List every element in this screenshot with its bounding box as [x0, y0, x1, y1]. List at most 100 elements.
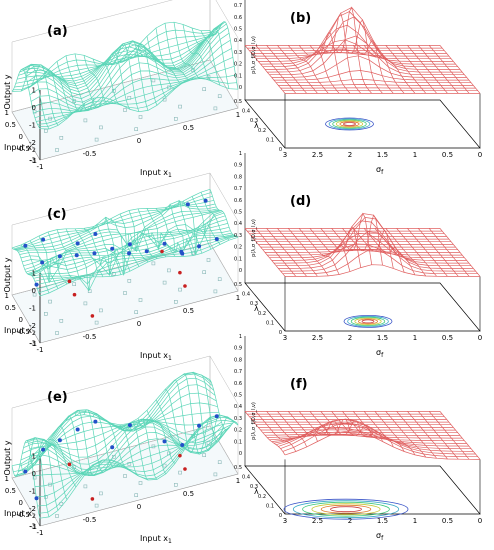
input-square-marker	[213, 472, 218, 477]
input-square-marker	[213, 289, 218, 294]
input-square-marker	[94, 137, 99, 142]
z-tick-label: 0.5	[234, 210, 242, 216]
input-square-marker	[138, 481, 143, 485]
z-tick-label: 1	[32, 270, 36, 278]
x-tick-label: 0	[478, 517, 482, 525]
x-axis-label: σf	[376, 531, 384, 542]
surface-mesh-line	[309, 228, 351, 272]
input-square-marker	[213, 106, 218, 111]
observation-point	[93, 231, 98, 236]
contour-line	[350, 316, 386, 326]
y-tick-label: -1	[30, 157, 37, 165]
y-tick-label: 0.1	[266, 137, 274, 143]
surface-mesh-line	[342, 19, 383, 94]
surface-mesh-line	[266, 228, 307, 277]
x-tick-label: 3	[283, 151, 287, 159]
z-tick-label: 0.8	[234, 174, 242, 180]
surface-mesh-line	[65, 55, 95, 112]
surface-mesh-line	[83, 55, 113, 105]
surface-mesh-line	[56, 61, 86, 113]
floor-plane	[11, 59, 239, 161]
surface-mesh-line	[244, 228, 286, 277]
contour-line	[332, 119, 367, 129]
input-square-marker	[178, 470, 182, 475]
input-square-marker	[59, 318, 64, 323]
z-tick-label: 0.2	[234, 428, 242, 434]
z-tick-label: 0.9	[234, 346, 242, 352]
input-square-marker	[206, 75, 211, 79]
x-tick-label: 2	[348, 151, 352, 159]
input-square-marker	[202, 453, 206, 458]
x-tick-label: 0	[137, 503, 141, 511]
x-tick-label: 1	[236, 111, 240, 119]
contour-line	[343, 122, 356, 126]
input-square-marker	[99, 308, 103, 313]
y-tick-label: 0.1	[266, 503, 274, 509]
z-axis-label: p(λ,σ_f|D,σ_l,ν)	[251, 402, 257, 440]
observation-point-red	[183, 284, 187, 288]
z-tick-label: 0.6	[234, 198, 242, 204]
surface-mesh-line	[298, 228, 340, 275]
x-tick-label: -0.5	[83, 150, 97, 158]
observation-point	[214, 414, 219, 419]
panel-label: (b)	[290, 11, 311, 26]
surface-mesh-line	[146, 36, 176, 90]
x-tick-label: 0.5	[183, 124, 194, 132]
x-tick-label: 1	[236, 294, 240, 302]
surface-mesh-line	[266, 45, 307, 94]
contour-line	[361, 319, 375, 324]
input-square-marker	[72, 282, 76, 287]
surface-mesh-line	[74, 53, 104, 108]
surface-mesh-line	[56, 426, 86, 475]
surface-mesh-line	[244, 411, 286, 456]
surface-mesh-line	[363, 228, 405, 273]
y-tick-label: 0.3	[250, 301, 258, 307]
z-tick-label: -3	[29, 523, 36, 531]
surface-mesh-line	[47, 231, 77, 281]
surface-mesh-line	[119, 40, 149, 111]
surface-mesh-line	[298, 411, 340, 436]
z-tick-label: -2	[29, 505, 36, 513]
z-tick-label: 1	[239, 334, 242, 340]
x-tick-label: 0.5	[442, 517, 453, 525]
chart-panel-6: 10.90.80.70.60.50.40.30.20.103 2.5 2 1.5 1 0.…	[234, 334, 482, 542]
observation-point	[93, 419, 98, 424]
chart-panel-2: 10.90.80.70.60.50.40.30.20.1032.521.510.…	[234, 0, 482, 176]
observation-point	[127, 423, 132, 428]
y-tick-label: 0.5	[234, 465, 242, 471]
z-tick-label: -2	[29, 322, 36, 330]
observation-point	[179, 249, 184, 254]
surface-mesh-line	[255, 45, 297, 94]
x-tick-label: 0.5	[442, 151, 453, 159]
surface-mesh-line	[407, 45, 448, 94]
observation-point	[144, 249, 149, 254]
surface-mesh-line	[119, 421, 149, 481]
observation-point	[57, 438, 62, 443]
observation-point	[197, 244, 202, 249]
contour-line	[339, 121, 360, 127]
floor-plane	[244, 282, 481, 332]
surface-mesh-line	[428, 228, 470, 277]
observation-point	[23, 469, 28, 474]
panel-label: (a)	[47, 24, 68, 39]
surface-mesh-line	[342, 411, 383, 442]
surface-mesh-line	[439, 411, 481, 460]
y-tick-label: 0	[279, 513, 282, 519]
z-axis-label: p(λ,σ_f|D,σ_l,ν)	[251, 36, 257, 74]
surface-mesh-line	[288, 45, 329, 94]
x-tick-label: 1.5	[377, 151, 388, 159]
observation-point	[127, 242, 132, 247]
x-axis-label: σf	[376, 165, 384, 176]
z-tick-label: 0	[239, 268, 242, 274]
input-square-marker	[94, 503, 99, 508]
observation-point	[214, 237, 219, 242]
contour-line	[354, 317, 382, 326]
y-tick-label: 0.5	[234, 99, 242, 105]
z-tick-label: 0.4	[234, 221, 242, 227]
input-square-marker	[217, 94, 222, 98]
z-tick-label: 0.2	[234, 245, 242, 251]
z-tick-label: 0.1	[234, 256, 242, 262]
input-square-marker	[217, 277, 222, 282]
surface-mesh-line	[164, 203, 194, 256]
surface-mesh-line	[164, 389, 194, 448]
